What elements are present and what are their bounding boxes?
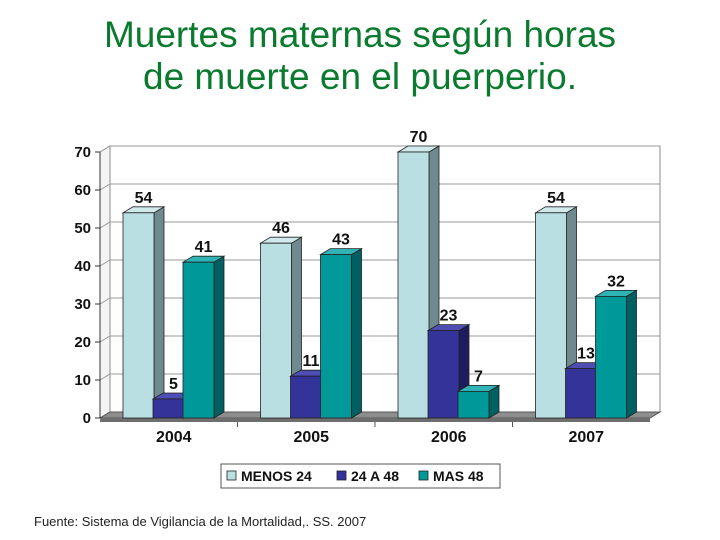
gridline xyxy=(99,183,660,191)
bar-side xyxy=(213,255,225,419)
data-label: 43 xyxy=(332,232,350,249)
bar-side xyxy=(351,247,362,419)
legend-label: 24 A 48 xyxy=(351,468,399,484)
y-tick-label: 10 xyxy=(74,372,91,389)
source-note: Fuente: Sistema de Vigilancia de la Mort… xyxy=(34,514,367,529)
y-tick-label: 0 xyxy=(83,410,91,427)
title-line-1: Muertes maternas según horas xyxy=(103,14,617,55)
y-tick-label: 40 xyxy=(74,258,91,275)
data-label: 13 xyxy=(577,346,595,363)
data-label: 5 xyxy=(169,376,178,393)
legend-swatch xyxy=(226,470,237,481)
bar xyxy=(260,242,292,419)
plot-floor-edge xyxy=(100,418,650,422)
gridline xyxy=(99,221,660,229)
data-label: 70 xyxy=(410,129,428,146)
legend-label: MAS 48 xyxy=(433,468,484,484)
gridline xyxy=(99,335,660,343)
y-tick-label: 50 xyxy=(74,220,91,237)
gridline xyxy=(99,373,660,381)
legend-swatch xyxy=(336,470,347,481)
bar xyxy=(152,398,185,419)
data-label: 54 xyxy=(135,190,153,207)
bar-side xyxy=(153,206,165,419)
y-tick-label: 70 xyxy=(74,144,91,161)
y-tick-label: 60 xyxy=(74,182,91,199)
title-line-2: de muerte en el puerperio. xyxy=(143,56,577,97)
legend-label: MENOS 24 xyxy=(241,468,312,484)
data-label: 23 xyxy=(440,308,458,325)
data-label: 41 xyxy=(195,239,213,256)
legend-swatch xyxy=(418,470,429,481)
bar xyxy=(595,295,627,419)
data-label: 32 xyxy=(607,273,625,290)
data-label: 54 xyxy=(547,190,565,207)
data-label: 7 xyxy=(474,368,483,385)
bar xyxy=(182,261,215,419)
bar-side xyxy=(626,289,637,419)
bar xyxy=(122,212,155,419)
x-tick-label: 2007 xyxy=(568,429,604,446)
bar xyxy=(397,151,430,419)
legend-box xyxy=(220,463,501,489)
x-tick-label: 2004 xyxy=(156,429,192,446)
gridline xyxy=(99,145,660,153)
x-tick-label: 2005 xyxy=(293,429,329,446)
gridline xyxy=(99,297,660,305)
bar xyxy=(427,330,460,419)
bar xyxy=(535,212,567,419)
bar xyxy=(290,375,322,419)
chart-title: Muertes maternas según horas de muerte e… xyxy=(0,14,720,98)
gridline xyxy=(99,259,660,267)
bar xyxy=(457,390,490,419)
y-tick-label: 20 xyxy=(74,334,91,351)
data-label: 11 xyxy=(303,353,320,370)
bar xyxy=(565,368,597,419)
y-tick-label: 30 xyxy=(74,296,91,313)
bar xyxy=(320,254,352,419)
x-tick-label: 2006 xyxy=(431,429,467,446)
data-label: 46 xyxy=(272,220,290,237)
